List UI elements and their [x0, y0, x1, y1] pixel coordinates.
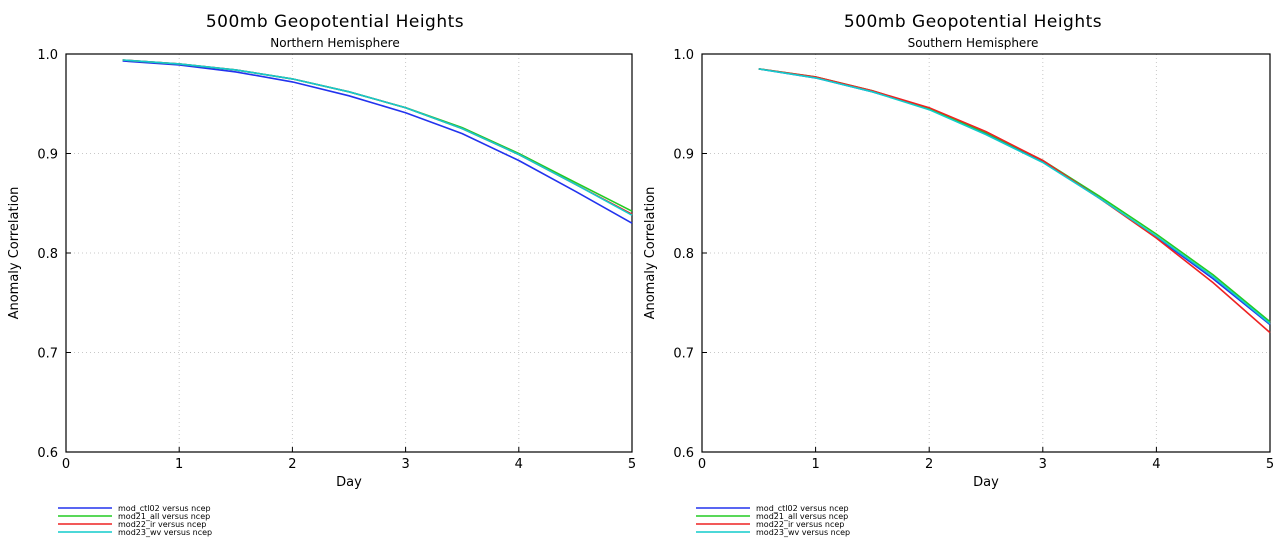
x-axis-label: Day	[973, 475, 999, 490]
y-tick-label: 0.9	[37, 148, 58, 163]
x-tick-label: 0	[62, 457, 70, 472]
series-line-0	[122, 60, 633, 224]
y-tick-label: 0.7	[673, 347, 694, 362]
legend-entry: mod22_ir versus ncep	[756, 520, 844, 529]
y-tick-label: 0.9	[673, 148, 694, 163]
x-axis-label: Day	[336, 475, 362, 490]
series-line-2	[122, 59, 633, 215]
legend-entry: mod21_all versus ncep	[756, 512, 848, 521]
y-axis-label: Anomaly Correlation	[7, 187, 22, 320]
series-line-1	[758, 68, 1271, 323]
x-tick-label: 4	[1152, 457, 1160, 472]
chart-title: 500mb Geopotential Heights	[206, 12, 464, 32]
legend-entry: mod23_wv versus ncep	[118, 528, 212, 537]
x-tick-label: 3	[401, 457, 409, 472]
y-tick-label: 1.0	[37, 48, 58, 63]
series-line-0	[758, 68, 1271, 326]
chart-0-panel: 500mb Geopotential Heights Northern Hemis…	[7, 12, 636, 537]
x-tick-label: 5	[1266, 457, 1274, 472]
series-line-2	[758, 68, 1271, 334]
legend-entry: mod_ctl02 versus ncep	[756, 504, 849, 513]
x-tick-label: 1	[811, 457, 819, 472]
series-line-1	[122, 59, 633, 212]
chart-title: 500mb Geopotential Heights	[844, 12, 1102, 32]
y-tick-label: 0.6	[673, 446, 694, 461]
x-tick-label: 3	[1039, 457, 1047, 472]
legend-entry: mod23_wv versus ncep	[756, 528, 850, 537]
y-axis-label: Anomaly Correlation	[643, 187, 658, 320]
chart-subtitle: Northern Hemisphere	[270, 36, 399, 50]
legend-entry: mod22_ir versus ncep	[118, 520, 206, 529]
x-tick-label: 1	[175, 457, 183, 472]
legend-entry: mod_ctl02 versus ncep	[118, 504, 211, 513]
legend-entry: mod21_all versus ncep	[118, 512, 210, 521]
x-tick-label: 4	[515, 457, 523, 472]
x-tick-label: 2	[925, 457, 933, 472]
y-tick-label: 0.8	[37, 247, 58, 262]
x-tick-label: 5	[628, 457, 636, 472]
x-tick-label: 2	[288, 457, 296, 472]
chart-subtitle: Southern Hemisphere	[908, 36, 1039, 50]
series-line-3	[758, 68, 1271, 325]
y-tick-label: 0.7	[37, 347, 58, 362]
y-tick-label: 0.6	[37, 446, 58, 461]
chart-1-panel: 500mb Geopotential Heights Southern Hemis…	[643, 12, 1274, 537]
series-line-3	[122, 59, 633, 216]
y-tick-label: 1.0	[673, 48, 694, 63]
x-tick-label: 0	[698, 457, 706, 472]
y-tick-label: 0.8	[673, 247, 694, 262]
